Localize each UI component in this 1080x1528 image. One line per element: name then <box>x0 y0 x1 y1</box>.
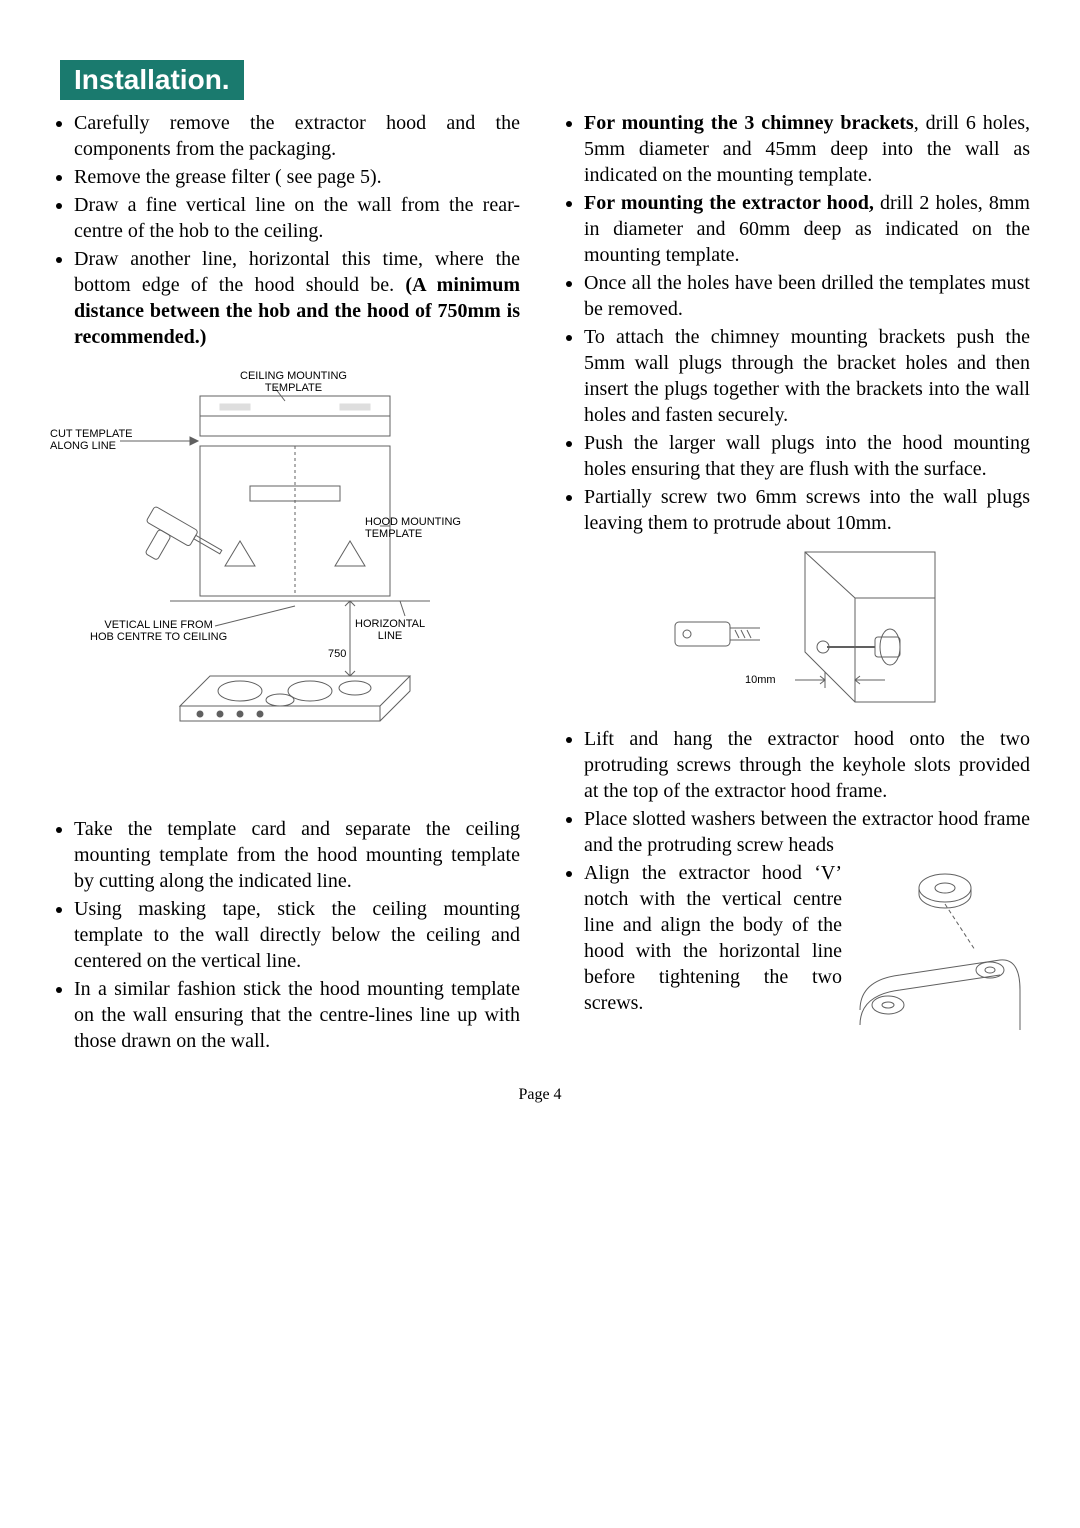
label-cut-template: CUT TEMPLATE ALONG LINE <box>50 428 133 452</box>
list-item: Draw a fine vertical line on the wall fr… <box>74 192 520 244</box>
list-item: Partially screw two 6mm screws into the … <box>584 484 1030 536</box>
two-column-layout: Carefully remove the extractor hood and … <box>50 110 1030 1056</box>
list-item: Push the larger wall plugs into the hood… <box>584 430 1030 482</box>
right-list-2: Lift and hang the extractor hood onto th… <box>560 726 1030 1016</box>
list-item: Take the template card and separate the … <box>74 816 520 894</box>
right-list-1: For mounting the 3 chimney brackets, dri… <box>560 110 1030 536</box>
list-item: For mounting the extractor hood, drill 2… <box>584 190 1030 268</box>
vnotch-diagram-svg <box>850 860 1030 1040</box>
section-header: Installation. <box>60 60 244 100</box>
label-ceiling-template: CEILING MOUNTING TEMPLATE <box>240 370 347 394</box>
list-item: Carefully remove the extractor hood and … <box>74 110 520 162</box>
left-column: Carefully remove the extractor hood and … <box>50 110 520 1056</box>
label-750: 750 <box>328 648 346 660</box>
list-item: Place slotted washers between the extrac… <box>584 806 1030 858</box>
vnotch-diagram <box>850 860 1030 1040</box>
template-diagram: CEILING MOUNTING TEMPLATE CUT TEMPLATE A… <box>50 366 520 786</box>
wallplug-diagram-svg <box>645 542 945 712</box>
list-item: Align the extractor hood ‘V’ notch with … <box>584 860 1030 1016</box>
label-10mm: 10mm <box>745 674 776 686</box>
list-item: For mounting the 3 chimney brackets, dri… <box>584 110 1030 188</box>
list-item: Remove the grease filter ( see page 5). <box>74 164 520 190</box>
page-number: Page 4 <box>50 1086 1030 1104</box>
list-item: Using masking tape, stick the ceiling mo… <box>74 896 520 974</box>
list-item: Draw another line, horizontal this time,… <box>74 246 520 350</box>
label-hood-template: HOOD MOUNTING TEMPLATE <box>365 516 461 540</box>
label-horizontal-line: HORIZONTAL LINE <box>355 618 425 642</box>
list-item: In a similar fashion stick the hood moun… <box>74 976 520 1054</box>
list-item: Once all the holes have been drilled the… <box>584 270 1030 322</box>
left-list-2: Take the template card and separate the … <box>50 816 520 1054</box>
left-list-1: Carefully remove the extractor hood and … <box>50 110 520 350</box>
wallplug-diagram: 10mm <box>645 542 945 712</box>
right-column: For mounting the 3 chimney brackets, dri… <box>560 110 1030 1056</box>
list-item: Lift and hang the extractor hood onto th… <box>584 726 1030 804</box>
label-vertical-line: VETICAL LINE FROM HOB CENTRE TO CEILING <box>90 619 227 643</box>
list-item: To attach the chimney mounting brackets … <box>584 324 1030 428</box>
